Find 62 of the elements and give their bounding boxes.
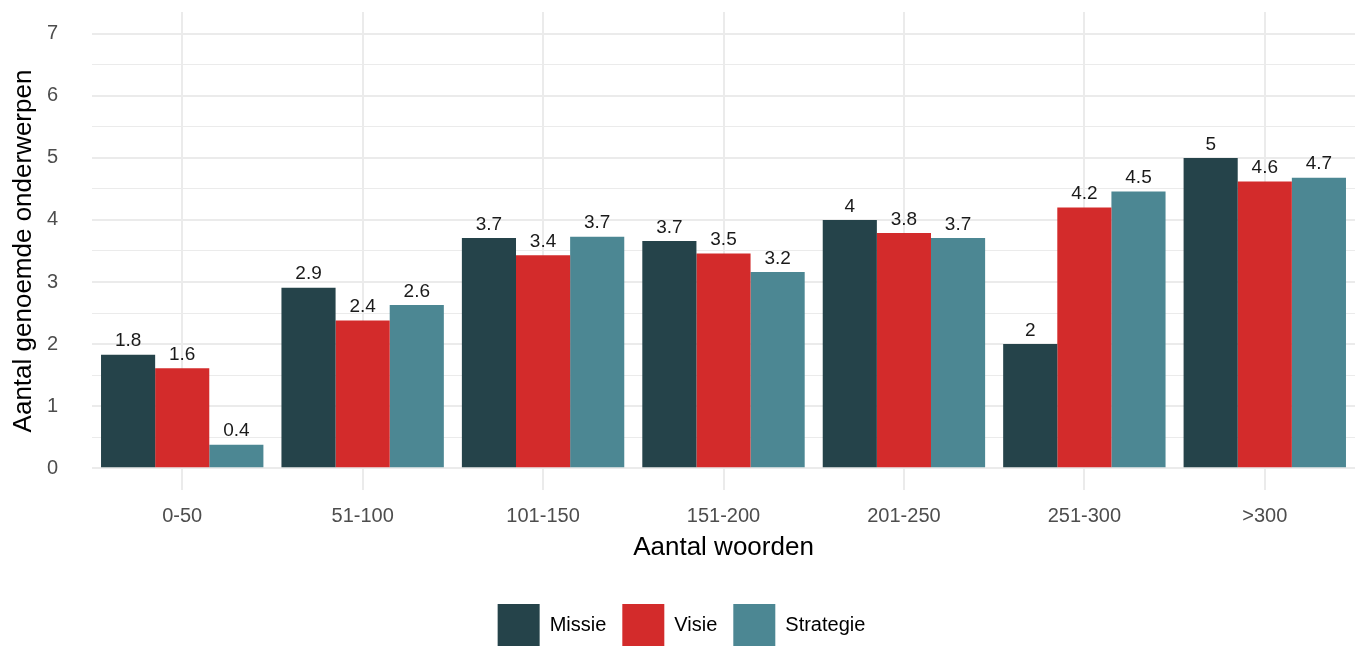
data-label: 0.4 <box>223 419 250 441</box>
data-label: 3.7 <box>583 211 611 233</box>
data-label: 5 <box>1205 132 1216 154</box>
legend-label: Visie <box>674 612 718 635</box>
data-label: 2.9 <box>295 262 322 284</box>
data-label: 3.7 <box>475 212 503 234</box>
bar <box>822 219 877 468</box>
y-tick-label: 4 <box>46 207 58 230</box>
data-label: 3.8 <box>890 207 918 229</box>
x-tick-label: >300 <box>1242 503 1288 526</box>
y-tick-label: 0 <box>46 455 58 478</box>
y-tick-label: 6 <box>46 83 58 106</box>
x-tick-label: 0-50 <box>162 503 203 526</box>
legend-label: Strategie <box>785 612 866 635</box>
data-label: 3.5 <box>710 228 737 250</box>
data-label: 3.7 <box>944 212 972 234</box>
data-label: 2.4 <box>349 295 377 317</box>
data-label: 4.5 <box>1125 166 1152 188</box>
legend-label: Missie <box>549 612 607 635</box>
bar <box>389 305 444 468</box>
bar <box>209 444 264 468</box>
bar <box>1237 181 1292 468</box>
data-label: 4.7 <box>1305 152 1333 174</box>
data-label: 3.7 <box>656 215 683 237</box>
x-tick-label: 251-300 <box>1047 503 1122 526</box>
bar <box>1111 191 1166 468</box>
bar <box>516 255 571 468</box>
x-tick-label: 151-200 <box>686 503 761 526</box>
bar <box>1057 207 1112 468</box>
bar <box>335 320 390 468</box>
data-label: 4 <box>844 194 856 216</box>
x-tick-label: 51-100 <box>331 503 394 526</box>
y-tick-label: 5 <box>46 145 58 168</box>
data-label: 1.6 <box>169 343 196 365</box>
y-tick-label: 1 <box>46 393 58 416</box>
x-tick-label: 201-250 <box>867 503 941 526</box>
bar <box>642 241 697 468</box>
data-label: 2.6 <box>403 279 430 301</box>
bar <box>750 272 805 468</box>
bar <box>930 237 986 468</box>
data-label: 3.4 <box>529 230 557 252</box>
data-label: 3.2 <box>764 246 791 268</box>
x-axis-title: Aantal woorden <box>633 530 814 561</box>
bar <box>876 233 931 468</box>
data-label: 4.2 <box>1071 182 1098 204</box>
x-tick-label: 101-150 <box>506 503 580 526</box>
data-label: 4.6 <box>1251 156 1278 178</box>
y-tick-label: 7 <box>46 21 58 44</box>
bar <box>155 368 210 468</box>
bar <box>1291 177 1346 468</box>
bar <box>696 253 751 468</box>
y-axis-title: Aantal genoemde onderwerpen <box>6 69 37 433</box>
y-tick-label: 3 <box>46 269 58 292</box>
data-label: 1.8 <box>114 329 142 351</box>
data-label: 2 <box>1024 318 1036 340</box>
bar <box>461 237 517 468</box>
y-tick-label: 2 <box>46 331 58 354</box>
bar <box>101 354 156 468</box>
bar <box>1003 344 1058 468</box>
bar <box>570 236 625 468</box>
bar <box>281 287 336 468</box>
bar <box>1183 157 1238 468</box>
